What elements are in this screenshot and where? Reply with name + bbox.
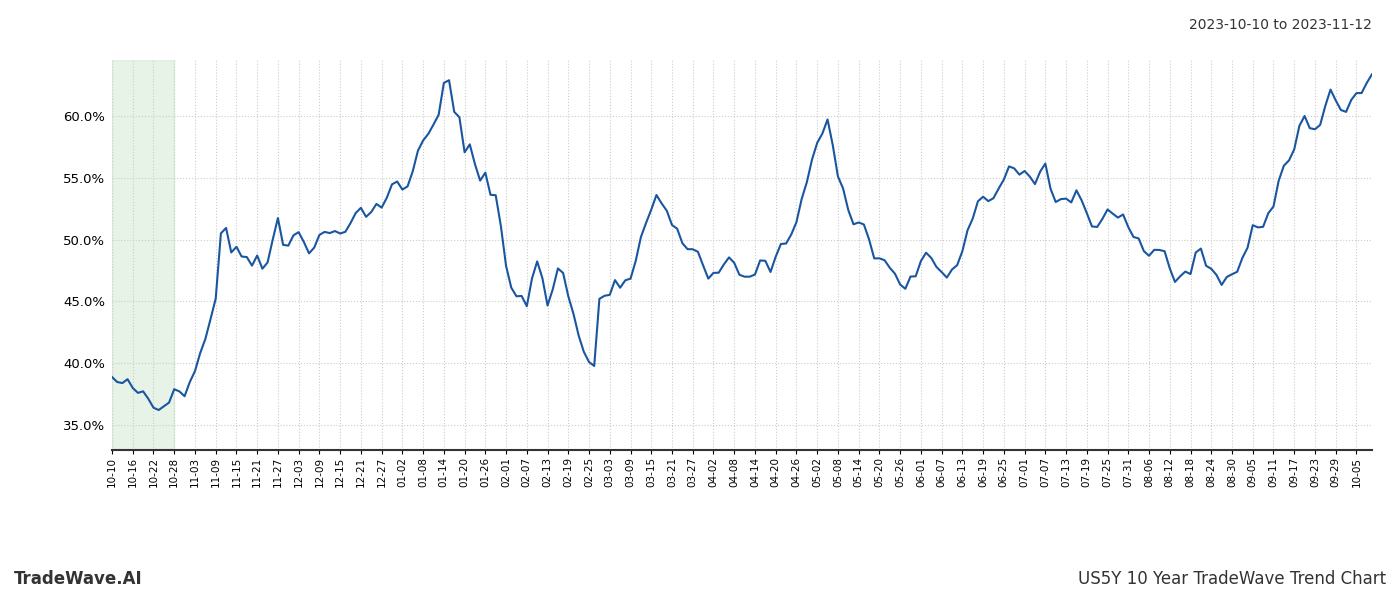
Bar: [112, 60, 174, 450]
Text: US5Y 10 Year TradeWave Trend Chart: US5Y 10 Year TradeWave Trend Chart: [1078, 570, 1386, 588]
Text: 2023-10-10 to 2023-11-12: 2023-10-10 to 2023-11-12: [1189, 18, 1372, 32]
Text: TradeWave.AI: TradeWave.AI: [14, 570, 143, 588]
